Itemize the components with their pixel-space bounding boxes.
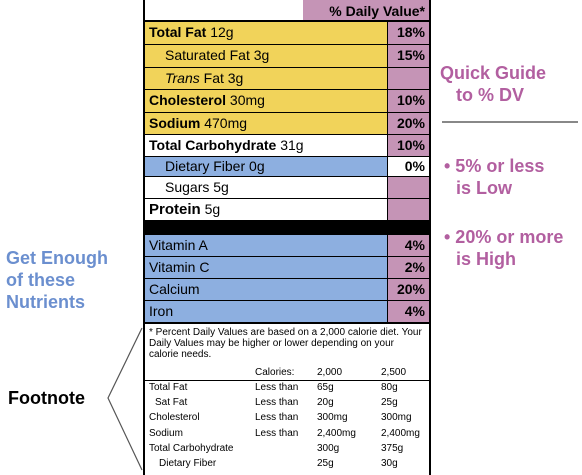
get-enough-line3: Nutrients [6, 292, 86, 312]
row-name: Vitamin C [149, 259, 210, 275]
row-name: Dietary Fiber [165, 158, 246, 174]
row-name: Iron [149, 303, 174, 319]
row-name: Calcium [149, 281, 200, 297]
fn-row-a: 25g [317, 458, 334, 469]
fn-row-qual: Less than [255, 428, 299, 439]
fn-row-qual: Less than [255, 397, 299, 408]
fn-row-a: 20g [317, 397, 334, 408]
bullet-low: • 5% or less is Low [444, 155, 544, 199]
footnote-label: Footnote [8, 388, 85, 408]
row-amount: 5g [213, 179, 229, 195]
fn-row-name: Dietary Fiber [159, 458, 217, 469]
row-pct: 4% [404, 303, 425, 319]
row-pct: 4% [404, 237, 425, 253]
row-pct: 20% [396, 115, 425, 131]
get-enough-line2: of these [6, 270, 76, 290]
get-enough-line1: Get Enough [6, 248, 108, 268]
row-pct: 18% [396, 24, 425, 40]
row-name: Sodium [149, 115, 201, 131]
row-total-fat: Total Fat 12g 18% [145, 22, 429, 45]
row-name: Total Carbohydrate [149, 137, 277, 153]
row-cholesterol: Cholesterol 30mg 10% [145, 90, 429, 113]
row-pct: 0% [404, 158, 425, 174]
row-name: Total Fat [149, 24, 207, 40]
row-name: Sugars [165, 179, 210, 195]
fn-row-b: 2,400mg [381, 428, 420, 439]
fn-row-a: 300g [317, 443, 340, 454]
fn-row-b: 30g [381, 458, 398, 469]
fn-row-qual: Less than [255, 382, 299, 393]
footnote-text: * Percent Daily Values are based on a 2,… [149, 327, 422, 360]
fn-row-name: Sodium [149, 428, 183, 439]
row-iron: Iron 4% [145, 301, 429, 322]
row-name: Protein [149, 201, 201, 218]
fn-row-name: Total Carbohydrate [149, 443, 234, 454]
row-amount: Fat 3g [203, 70, 244, 86]
get-enough-nutrients: Get Enough of these Nutrients [6, 247, 108, 313]
row-dietary-fiber: Dietary Fiber 0g 0% [145, 157, 429, 177]
quick-guide-line2: to % DV [456, 85, 525, 105]
row-pct: 15% [396, 47, 425, 63]
row-amount: 31g [280, 137, 304, 153]
footnote-divider [145, 380, 429, 381]
row-pct: 2% [404, 259, 425, 275]
row-pct: 10% [396, 137, 425, 153]
row-name: Cholesterol [149, 92, 227, 108]
fn-row-a: 2,400mg [317, 428, 356, 439]
row-amount: 3g [253, 47, 270, 63]
row-amount: 12g [210, 24, 234, 40]
bullet-high: • 20% or more is High [444, 226, 563, 270]
nutrition-label: % Daily Value* Total Fat 12g 18% Saturat… [143, 0, 431, 475]
daily-value-header-text: % Daily Value* [329, 3, 425, 19]
row-vitamin-c: Vitamin C 2% [145, 257, 429, 279]
row-sodium: Sodium 470mg 20% [145, 113, 429, 135]
calories-2000: 2,000 [317, 367, 343, 378]
calories-2500: 2,500 [381, 367, 407, 378]
row-name: Trans [165, 70, 200, 86]
bullet-high-line1: • 20% or more [444, 227, 564, 247]
fn-row-b: 80g [381, 382, 398, 393]
row-pct: 10% [396, 92, 425, 108]
row-calcium: Calcium 20% [145, 279, 429, 301]
row-total-carbohydrate: Total Carbohydrate 31g 10% [145, 135, 429, 157]
daily-value-header-bg [303, 0, 429, 20]
fn-row-b: 25g [381, 397, 398, 408]
row-name: Saturated Fat [165, 47, 250, 63]
footnote-bracket [107, 327, 143, 471]
fn-row-name: Sat Fat [155, 397, 188, 408]
daily-value-header: % Daily Value* [145, 0, 429, 22]
quick-guide-title: Quick Guide to % DV [440, 62, 546, 106]
row-amount: 470mg [204, 115, 248, 131]
fn-row-a: 65g [317, 382, 334, 393]
row-sugars: Sugars 5g [145, 177, 429, 199]
row-protein: Protein 5g [145, 199, 429, 220]
bullet-high-line2: is High [456, 249, 517, 269]
row-amount: 0g [249, 158, 265, 174]
row-vitamin-a: Vitamin A 4% [145, 235, 429, 257]
row-amount: 30mg [229, 92, 265, 108]
footnote-area: * Percent Daily Values are based on a 2,… [145, 322, 429, 475]
bullet-low-line2: is Low [456, 178, 513, 198]
row-saturated-fat: Saturated Fat 3g 15% [145, 45, 429, 68]
row-name: Vitamin A [149, 237, 208, 253]
fn-row-qual: Less than [255, 412, 299, 423]
fn-row-name: Total Fat [149, 382, 188, 393]
calories-label: Calories: [255, 367, 295, 378]
fn-row-name: Cholesterol [149, 412, 200, 423]
quick-guide-rule [442, 121, 578, 123]
quick-guide-line1: Quick Guide [440, 63, 547, 83]
row-trans-fat: Trans Fat 3g [145, 68, 429, 90]
row-pct: 20% [396, 281, 425, 297]
thick-divider [145, 220, 429, 235]
bullet-low-line1: • 5% or less [444, 156, 545, 176]
fn-row-a: 300mg [317, 412, 348, 423]
fn-row-b: 300mg [381, 412, 412, 423]
row-amount: 5g [204, 201, 221, 217]
fn-row-b: 375g [381, 443, 404, 454]
